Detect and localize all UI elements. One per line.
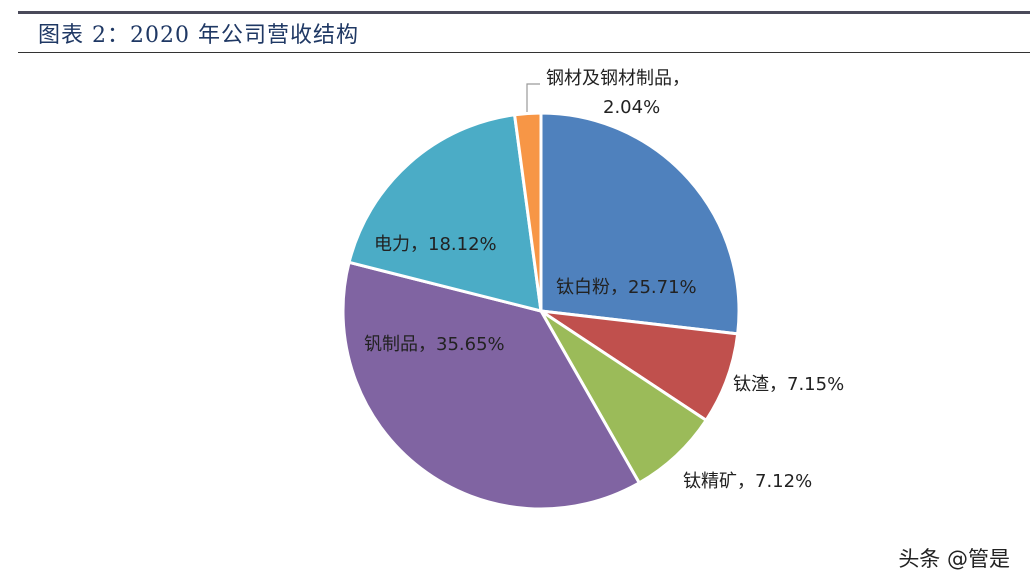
slice-vanadium-products bbox=[341, 260, 641, 511]
slice-label-titanium-slag: 钛渣，7.15% bbox=[733, 374, 844, 395]
chart-title: 图表 2：2020 年公司营收结构 bbox=[38, 23, 359, 48]
slice-label-steel-products-line2: 2.04% bbox=[603, 97, 660, 118]
top-rule bbox=[18, 11, 1030, 14]
steel-products-leader-line bbox=[526, 83, 540, 112]
slice-steel-products bbox=[513, 111, 543, 313]
slice-label-titanium-concentrate: 钛精矿，7.12% bbox=[683, 471, 812, 492]
slice-label-vanadium-products: 钒制品，35.65% bbox=[364, 334, 505, 355]
title-rule bbox=[18, 52, 1030, 53]
slice-label-steel-products-line1: 钢材及钢材制品， bbox=[546, 68, 690, 89]
slice-label-power: 电力，18.12% bbox=[374, 234, 497, 255]
watermark: 头条 @管是 bbox=[898, 547, 1010, 571]
slice-label-titanium-dioxide: 钛白粉，25.71% bbox=[556, 277, 697, 298]
slice-titanium-dioxide bbox=[539, 111, 741, 336]
slice-power bbox=[347, 113, 543, 313]
